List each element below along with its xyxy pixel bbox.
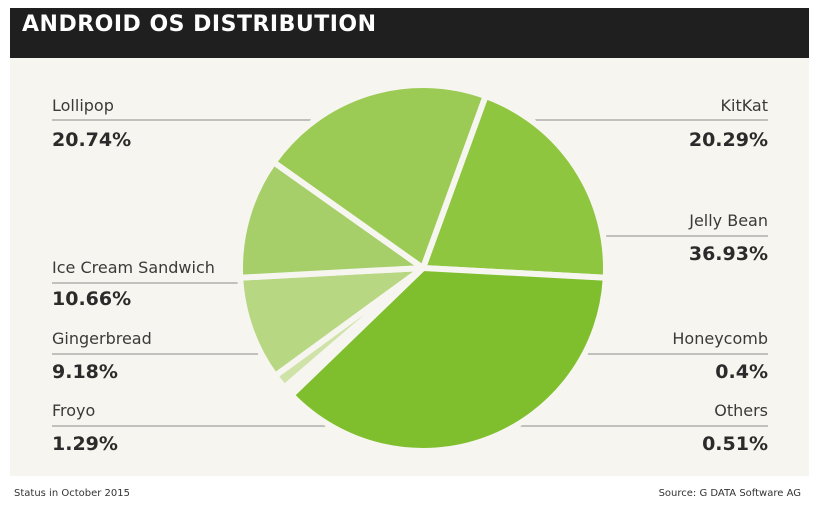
label-jelly-bean: Jelly Bean [689,211,768,230]
label-honeycomb: Honeycomb [672,329,768,348]
value-froyo: 1.29% [52,433,118,455]
label-lollipop: Lollipop [52,96,114,115]
value-ice-cream-sandwich: 10.66% [52,288,132,310]
label-others: Others [714,401,768,420]
chart-title: ANDROID OS DISTRIBUTION [22,12,377,37]
pie-slice-gingerbread [237,265,426,379]
pie-slice-jelly-bean [288,265,609,454]
pie-slice-ice-cream-sandwich [237,159,426,281]
value-gingerbread: 9.18% [52,361,118,383]
value-lollipop: 20.74% [52,129,132,151]
value-jelly-bean: 36.93% [688,243,768,265]
source-note: Source: G DATA Software AG [658,488,801,499]
pie-slice-kitkat [420,93,609,281]
label-ice-cream-sandwich: Ice Cream Sandwich [52,258,215,277]
value-honeycomb: 0.4% [715,361,768,383]
status-note: Status in October 2015 [14,488,130,499]
pie-slice-lollipop [270,82,489,271]
value-others: 0.51% [702,433,768,455]
header-bar [10,8,809,58]
value-kitkat: 20.29% [688,129,768,151]
label-kitkat: KitKat [720,96,769,115]
label-froyo: Froyo [52,401,96,420]
label-gingerbread: Gingerbread [52,329,152,348]
